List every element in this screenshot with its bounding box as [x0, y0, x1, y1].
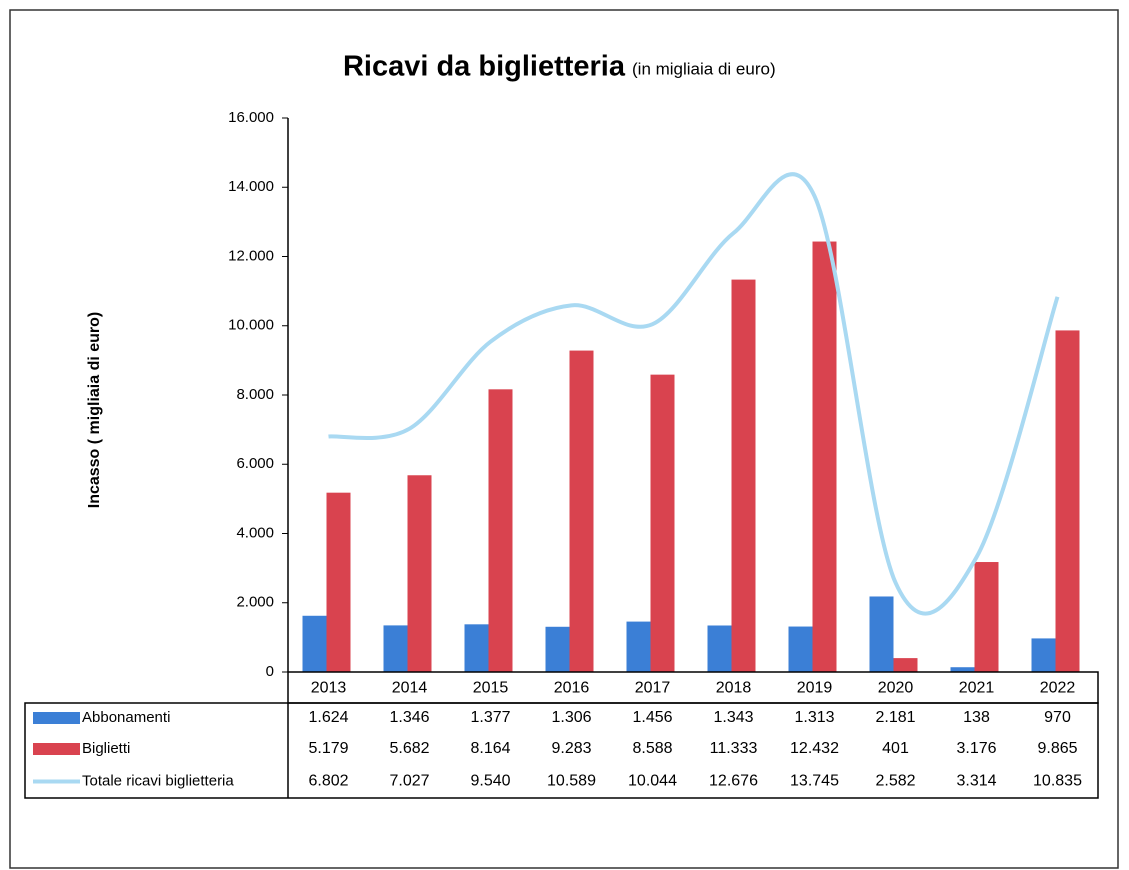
bar	[869, 596, 894, 672]
bar	[464, 624, 489, 672]
chart-title: Ricavi da biglietteria	[343, 51, 626, 83]
table-value: 1.456	[632, 709, 672, 726]
table-value: 12.432	[790, 740, 839, 757]
y-axis-label: Incasso ( migliaia di euro)	[86, 312, 103, 509]
table-value: 970	[1044, 709, 1071, 726]
table-value: 11.333	[710, 740, 758, 757]
bar	[707, 625, 732, 672]
table-border	[24, 702, 1099, 799]
table-value: 1.306	[551, 709, 591, 726]
legend-label: Totale ricavi biglietteria	[82, 772, 234, 789]
bar	[626, 621, 651, 672]
table-value: 5.179	[308, 740, 348, 757]
bar	[1031, 638, 1056, 672]
x-tick-label: 2021	[959, 680, 995, 697]
legend-label: Abbonamenti	[82, 709, 170, 726]
table-value: 2.582	[875, 773, 915, 790]
x-tick-label: 2022	[1040, 680, 1076, 697]
table-value: 3.314	[956, 773, 996, 790]
bar	[731, 279, 756, 672]
bar	[788, 626, 813, 672]
y-tick-label: 8.000	[236, 386, 274, 403]
y-tick-label: 4.000	[236, 524, 274, 541]
table-value: 3.176	[956, 740, 996, 757]
x-tick-label: 2018	[716, 680, 752, 697]
table-value: 8.588	[632, 740, 672, 757]
table-value: 1.346	[389, 709, 429, 726]
table-value: 9.283	[551, 740, 591, 757]
table-value: 8.164	[470, 740, 510, 757]
chart-subtitle: (in migliaia di euro)	[632, 59, 776, 78]
line-series	[328, 172, 1060, 616]
x-tick-label: 2017	[635, 680, 671, 697]
y-tick-label: 2.000	[236, 594, 274, 611]
x-tick-label: 2014	[392, 680, 428, 697]
x-tick-label: 2019	[797, 680, 833, 697]
table-value: 138	[963, 709, 990, 726]
bar	[950, 667, 975, 672]
table-value: 5.682	[389, 740, 429, 757]
table-value: 13.745	[790, 773, 839, 790]
y-tick-label: 14.000	[228, 178, 274, 195]
frame	[9, 9, 1119, 869]
table-value: 2.181	[875, 709, 915, 726]
legend-label: Biglietti	[82, 740, 130, 757]
table-value: 10.044	[628, 773, 677, 790]
table-value: 7.027	[389, 773, 429, 790]
bar	[974, 562, 999, 672]
table-value: 1.624	[308, 709, 348, 726]
table-value: 1.313	[794, 709, 834, 726]
bar	[1055, 330, 1080, 672]
bar	[302, 615, 327, 672]
table-value: 9.540	[470, 773, 510, 790]
table-value: 9.865	[1037, 740, 1077, 757]
table-value: 1.343	[713, 709, 753, 726]
table-value: 401	[882, 740, 909, 757]
x-tick-label: 2015	[473, 680, 509, 697]
table-value: 10.589	[547, 773, 596, 790]
bar	[650, 374, 675, 672]
bar	[545, 626, 570, 672]
bar	[893, 658, 918, 672]
y-tick-label: 12.000	[228, 247, 274, 264]
y-tick-label: 10.000	[228, 317, 274, 334]
bar	[326, 492, 351, 672]
table-value: 10.835	[1033, 773, 1082, 790]
table-value: 1.377	[470, 709, 510, 726]
bar	[407, 475, 432, 672]
y-tick-label: 16.000	[228, 109, 274, 126]
legend-key	[33, 712, 80, 724]
legend-key	[33, 743, 80, 755]
table-value: 6.802	[308, 773, 348, 790]
x-tick-label: 2013	[311, 680, 347, 697]
bar	[569, 350, 594, 672]
table-value: 12.676	[709, 773, 758, 790]
y-tick-label: 6.000	[236, 455, 274, 472]
bar	[488, 389, 513, 672]
bar	[383, 625, 408, 672]
x-tick-label: 2020	[878, 680, 914, 697]
x-tick-label: 2016	[554, 680, 590, 697]
bar	[812, 241, 837, 673]
y-tick-label: 0	[266, 663, 274, 680]
